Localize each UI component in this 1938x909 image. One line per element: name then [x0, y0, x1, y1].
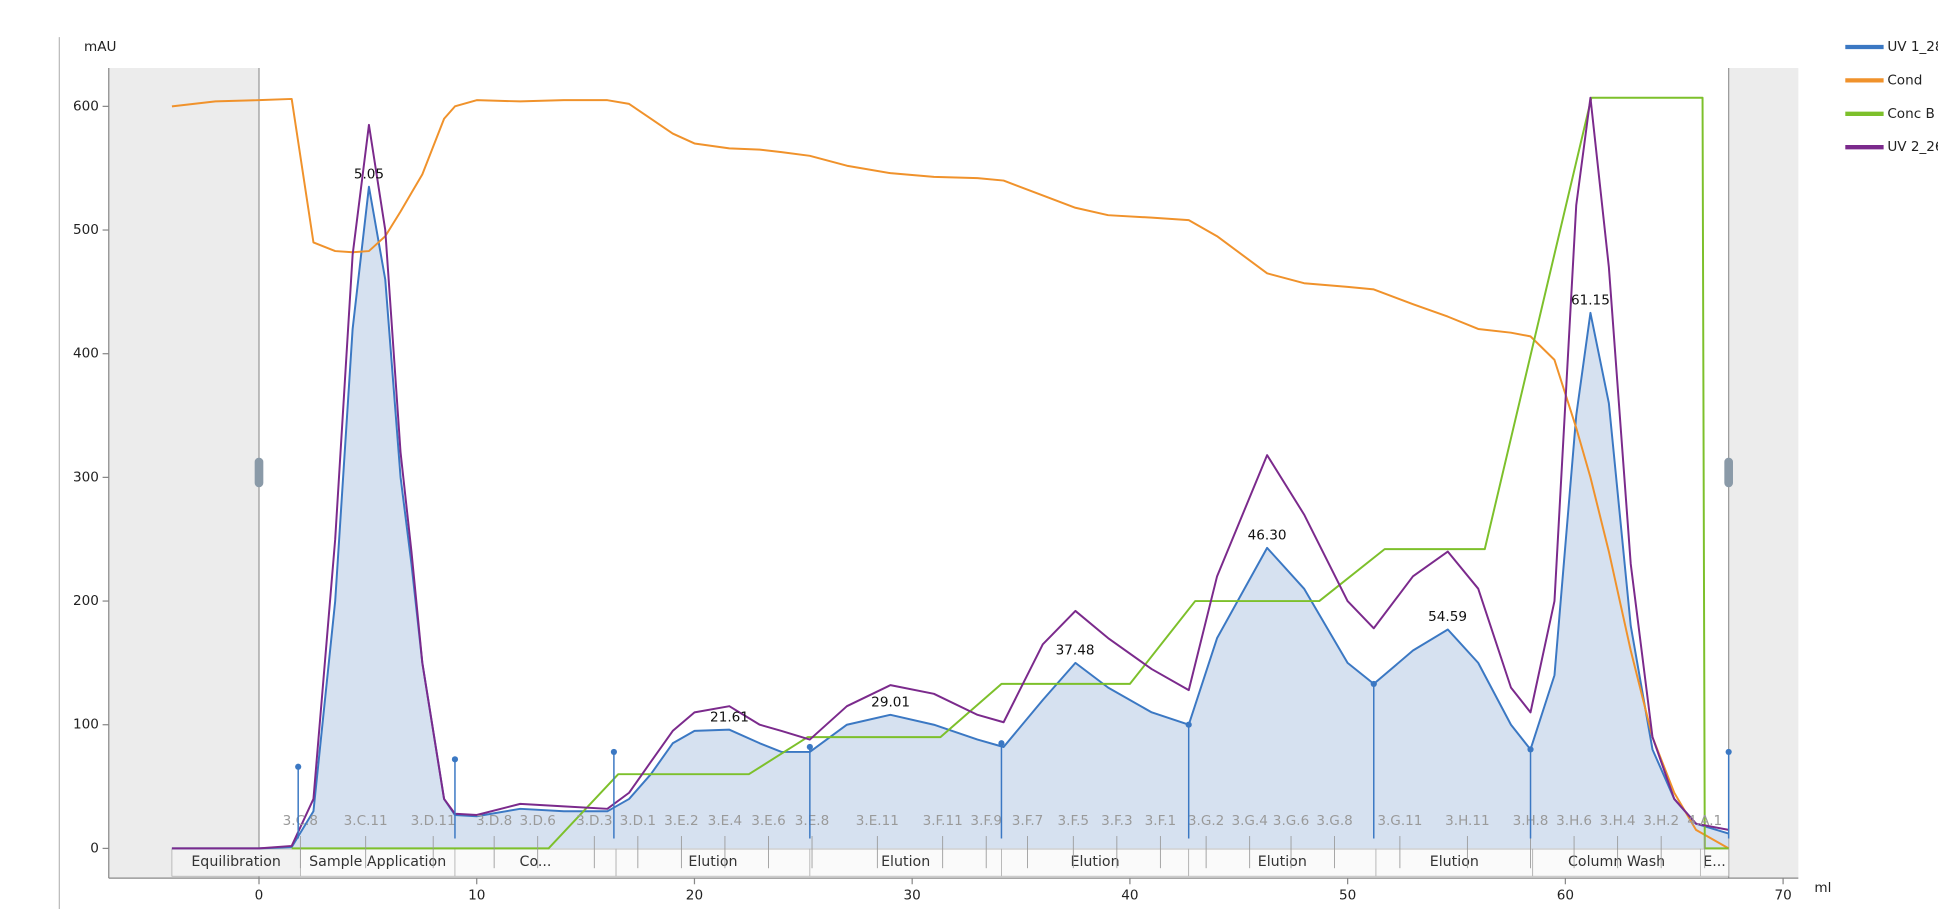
- fraction-label: 3.G.8: [1316, 813, 1352, 829]
- series-line: [171, 97, 1730, 850]
- fraction-label: 3.D.8: [476, 813, 512, 829]
- fraction-label: 3.G.2: [1188, 813, 1224, 829]
- peak-label: 61.15: [1571, 293, 1610, 309]
- fraction-label: 3.G.4: [1231, 813, 1267, 829]
- event-dot: [295, 763, 302, 770]
- y-tick-label: 300: [73, 469, 99, 485]
- fraction-label: 3.H.11: [1445, 813, 1490, 829]
- fraction-label: 3.C.11: [344, 813, 388, 829]
- phase-block: [1375, 848, 1534, 877]
- x-tick-label: 60: [1557, 887, 1574, 903]
- x-axis-label: ml: [1814, 880, 1831, 896]
- fraction-label: 3.D.3: [576, 813, 612, 829]
- fraction-label: 3.E.2: [664, 813, 698, 829]
- fraction-label: 3.G.6: [1273, 813, 1309, 829]
- y-tick-label: 200: [73, 593, 99, 609]
- legend-label: Cond: [1887, 72, 1922, 88]
- fraction-label: 3.C.8: [283, 813, 318, 829]
- fraction-label: 3.E.4: [708, 813, 742, 829]
- phase-block: [454, 848, 617, 877]
- event-dot: [610, 748, 617, 756]
- event-dot: [1185, 721, 1192, 728]
- phase-label: Column Wash: [1568, 854, 1665, 870]
- region-handle: [254, 457, 264, 488]
- phase-label: Elution: [1258, 854, 1307, 870]
- fraction-label: 4.A.1: [1687, 813, 1722, 829]
- phase-label: Elution: [1071, 854, 1120, 870]
- fraction-label: 3.H.6: [1556, 813, 1592, 829]
- peak-label: 21.61: [710, 709, 749, 725]
- phase-label: Elution: [881, 854, 930, 870]
- fraction-label: 3.F.5: [1058, 813, 1090, 829]
- series-line: [291, 96, 1729, 850]
- phase-block: [1532, 848, 1701, 877]
- peak-label: 37.48: [1056, 643, 1095, 659]
- x-tick-label: 40: [1121, 887, 1138, 903]
- fraction-label: 3.H.4: [1600, 813, 1636, 829]
- x-tick-label: 0: [255, 887, 264, 903]
- legend-label: Conc B: [1887, 106, 1934, 122]
- phase-label: Co...: [520, 854, 552, 870]
- fraction-label: 3.F.9: [970, 813, 1002, 829]
- event-dot: [806, 743, 813, 751]
- phase-label: Sample Application: [309, 854, 446, 870]
- fraction-label: 3.E.6: [751, 813, 785, 829]
- event-dot: [451, 756, 459, 763]
- peak-label: 46.30: [1248, 528, 1287, 544]
- excluded-region: [1728, 68, 1799, 879]
- series-area: [171, 186, 1729, 849]
- y-tick-label: 400: [73, 346, 99, 362]
- excluded-region: [108, 68, 259, 879]
- phase-label: Equilibration: [191, 854, 281, 870]
- fraction-label: 3.D.11: [411, 813, 456, 829]
- region-handle: [1724, 457, 1733, 488]
- x-tick-label: 70: [1774, 887, 1791, 903]
- event-dot: [1725, 748, 1732, 756]
- y-tick-label: 0: [90, 840, 99, 856]
- phase-block: [1001, 848, 1190, 877]
- event-dot: [1370, 680, 1377, 688]
- event-dot: [998, 740, 1005, 747]
- y-tick-label: 100: [73, 717, 99, 733]
- fraction-label: 3.F.11: [923, 813, 963, 829]
- phase-label: Elution: [688, 854, 737, 870]
- fraction-label: 3.E.8: [795, 813, 829, 829]
- fraction-label: 3.E.11: [856, 813, 899, 829]
- fraction-label: 3.F.3: [1101, 813, 1133, 829]
- legend-label: UV 2_260: [1887, 139, 1938, 155]
- fraction-label: 3.F.7: [1012, 813, 1044, 829]
- legend-label: UV 1_280: [1887, 39, 1938, 55]
- phase-label: E...: [1703, 854, 1726, 870]
- y-tick-label: 500: [73, 222, 99, 238]
- x-tick-label: 50: [1339, 887, 1356, 903]
- peak-label: 29.01: [871, 694, 910, 710]
- fraction-label: 3.D.1: [620, 813, 656, 829]
- peak-label: 54.59: [1428, 609, 1467, 625]
- phase-block: [171, 848, 301, 877]
- peak-label: 5.05: [354, 166, 384, 182]
- y-tick-label: 600: [73, 98, 99, 114]
- phase-label: Elution: [1430, 854, 1479, 870]
- x-tick-label: 20: [686, 887, 703, 903]
- fraction-label: 3.H.2: [1643, 813, 1679, 829]
- x-tick-label: 10: [468, 887, 485, 903]
- y-axis-label: mAU: [84, 39, 116, 55]
- phase-block: [299, 848, 456, 877]
- series-line: [171, 96, 1729, 850]
- fraction-label: 3.F.1: [1145, 813, 1177, 829]
- x-tick-label: 30: [904, 887, 921, 903]
- fraction-label: 3.D.6: [520, 813, 556, 829]
- fraction-label: 3.G.11: [1377, 813, 1422, 829]
- event-dot: [1527, 746, 1534, 753]
